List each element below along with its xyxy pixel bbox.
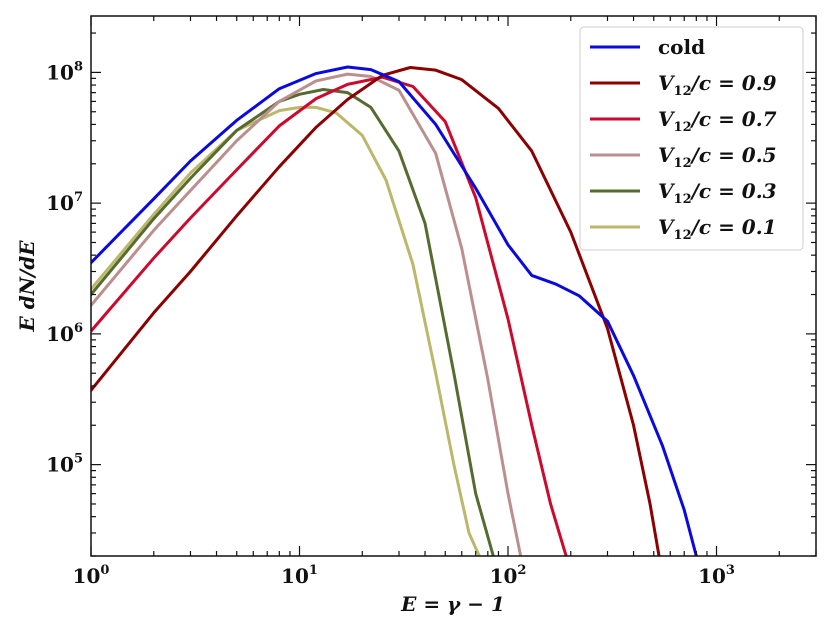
legend-label: V12/c = 0.3 — [658, 179, 777, 207]
ticks-layer — [90, 16, 817, 557]
y-tick-label: 107 — [46, 190, 83, 215]
series-layer — [91, 65, 698, 556]
y-tick-label: 106 — [46, 321, 83, 346]
y-tick-label: 108 — [46, 59, 83, 84]
x-tick-labels: 100 101 102 103 — [73, 563, 735, 588]
series-line-v12-c-0-1 — [91, 105, 481, 556]
legend-label: V12/c = 0.1 — [658, 215, 777, 243]
x-tick-label: 103 — [698, 563, 735, 588]
x-axis-label: E = γ − 1 — [400, 592, 505, 616]
series-line-cold — [91, 65, 698, 556]
x-tick-label: 102 — [490, 563, 527, 588]
legend: cold V12/c = 0.9 V12/c = 0.7 V12/c = 0.5 V12… — [579, 26, 804, 251]
x-tick-label: 101 — [281, 563, 318, 588]
legend-label: V12/c = 0.5 — [658, 143, 777, 171]
legend-label: V12/c = 0.7 — [658, 107, 777, 135]
legend-label: V12/c = 0.9 — [658, 71, 777, 99]
x-tick-label: 100 — [73, 563, 110, 588]
plot-frame — [90, 15, 817, 557]
y-tick-labels: 105 106 107 108 — [46, 59, 83, 476]
series-line-v12-c-0-9 — [91, 66, 661, 556]
legend-label: cold — [658, 35, 705, 59]
y-axis-label: E dN/dE — [15, 240, 39, 333]
y-tick-label: 105 — [46, 452, 83, 477]
series-line-v12-c-0-5 — [91, 72, 523, 556]
